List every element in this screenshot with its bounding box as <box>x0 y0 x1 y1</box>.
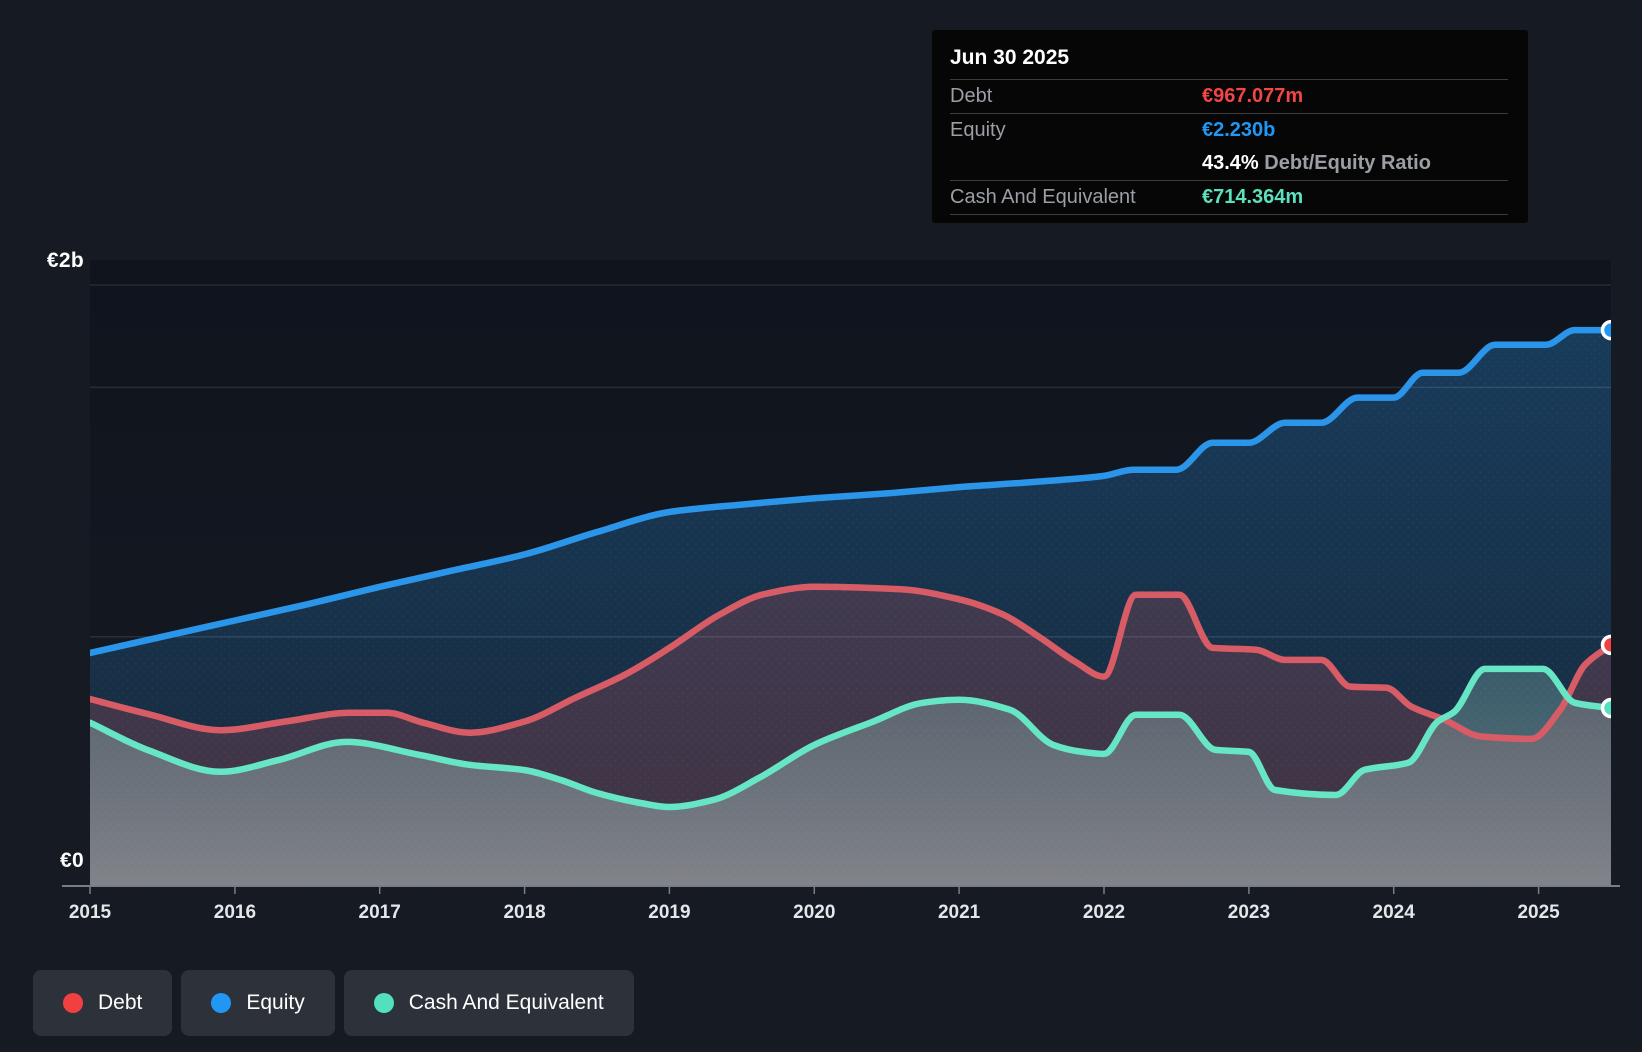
tooltip-equity-label: Equity <box>950 119 1006 141</box>
chart-tooltip: Jun 30 2025 Debt €967.077m Equity €2.230… <box>932 30 1528 223</box>
legend-chip-equity[interactable]: Equity <box>181 970 335 1036</box>
tooltip-cash-label: Cash And Equivalent <box>950 186 1136 208</box>
tooltip-equity-value: €2.230b <box>1202 119 1276 141</box>
tooltip-date: Jun 30 2025 <box>950 46 1070 69</box>
chart-legend: Debt Equity Cash And Equivalent <box>33 970 634 1036</box>
legend-chip-cash[interactable]: Cash And Equivalent <box>343 970 634 1036</box>
legend-equity-label: Equity <box>246 991 305 1014</box>
legend-debt-label: Debt <box>98 991 143 1014</box>
debt-legend-dot-icon <box>63 993 83 1013</box>
y-axis-label-2b: €2b <box>46 249 84 272</box>
tooltip-ratio-value: 43.4% <box>1202 152 1259 174</box>
svg-text:2024: 2024 <box>1373 902 1416 923</box>
legend-chip-debt[interactable]: Debt <box>33 970 173 1036</box>
tooltip-row-ratio: 43.4% Debt/Equity Ratio <box>950 147 1508 180</box>
tooltip-row-debt: Debt €967.077m <box>950 79 1508 113</box>
svg-text:2019: 2019 <box>648 902 690 923</box>
svg-text:2017: 2017 <box>359 902 401 923</box>
svg-text:2016: 2016 <box>214 902 256 923</box>
y-axis-label-0: €0 <box>60 849 84 872</box>
svg-text:2022: 2022 <box>1083 902 1125 923</box>
svg-text:2021: 2021 <box>938 902 981 923</box>
svg-text:2020: 2020 <box>793 902 835 923</box>
legend-cash-label: Cash And Equivalent <box>408 991 604 1014</box>
svg-text:2025: 2025 <box>1517 902 1560 923</box>
tooltip-ratio-label: Debt/Equity Ratio <box>1264 152 1431 174</box>
tooltip-row-cash: Cash And Equivalent €714.364m <box>950 180 1508 215</box>
svg-text:2018: 2018 <box>503 902 545 923</box>
tooltip-cash-value: €714.364m <box>1202 186 1304 208</box>
tooltip-debt-value: €967.077m <box>1202 85 1304 107</box>
tooltip-row-equity: Equity €2.230b <box>950 113 1508 147</box>
svg-text:2015: 2015 <box>69 902 112 923</box>
svg-text:2023: 2023 <box>1228 902 1270 923</box>
tooltip-ratio: 43.4% Debt/Equity Ratio <box>1202 152 1508 175</box>
cash-legend-dot-icon <box>373 993 394 1013</box>
tooltip-debt-label: Debt <box>950 85 993 107</box>
equity-legend-dot-icon <box>211 993 232 1013</box>
